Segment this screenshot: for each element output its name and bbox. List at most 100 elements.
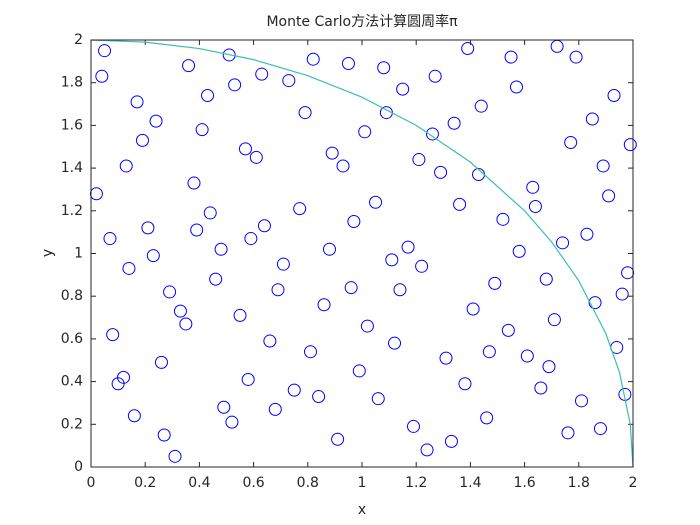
scatter-point: [420, 443, 434, 457]
scatter-point: [401, 240, 415, 254]
scatter-point: [341, 56, 355, 70]
scatter-point: [621, 266, 635, 280]
scatter-point: [201, 89, 215, 103]
scatter-point: [238, 142, 252, 156]
y-tick-label: 1: [74, 246, 83, 262]
scatter-point: [447, 116, 461, 130]
scatter-point: [371, 392, 385, 406]
scatter-point: [482, 345, 496, 359]
scatter-point: [203, 206, 217, 220]
x-tick-label: 1.6: [513, 475, 535, 491]
scatter-point: [268, 402, 282, 416]
scatter-point: [168, 449, 182, 463]
scatter-point: [179, 317, 193, 331]
scatter-point: [352, 364, 366, 378]
y-tick-label: 1.6: [61, 117, 83, 133]
scatter-point: [331, 432, 345, 446]
scatter-point: [282, 74, 296, 88]
scatter-point: [347, 214, 361, 228]
y-tick-label: 1.4: [61, 160, 83, 176]
scatter-point: [257, 219, 271, 233]
scatter-point: [547, 313, 561, 327]
scatter-point: [130, 95, 144, 109]
scatter-point: [154, 355, 168, 369]
scatter-point: [393, 283, 407, 297]
scatter-point: [528, 200, 542, 214]
scatter-point: [103, 232, 117, 246]
scatter-point: [425, 127, 439, 141]
scatter-point: [122, 261, 136, 275]
x-tick-label: 0: [87, 475, 96, 491]
scatter-point: [293, 202, 307, 216]
scatter-point: [539, 272, 553, 286]
scatter-point: [127, 409, 141, 423]
plot-area: [91, 40, 633, 467]
scatter-point: [526, 180, 540, 194]
scatter-point: [615, 287, 629, 301]
scatter-point: [415, 259, 429, 273]
scatter-point: [588, 296, 602, 310]
x-tick-label: 2: [629, 475, 638, 491]
chart-title: Monte Carlo方法计算圆周率π: [266, 13, 458, 30]
scatter-point: [317, 298, 331, 312]
scatter-point: [575, 394, 589, 408]
scatter-point: [187, 176, 201, 190]
axes-box: [90, 39, 634, 468]
scatter-point: [263, 334, 277, 348]
scatter-point: [509, 80, 523, 94]
scatter-point: [222, 48, 236, 62]
scatter-point: [182, 59, 196, 73]
scatter-point: [146, 249, 160, 263]
scatter-point: [358, 125, 372, 139]
scatter-point: [217, 400, 231, 414]
scatter-point: [564, 135, 578, 149]
scatter-point: [444, 434, 458, 448]
scatter-point: [428, 69, 442, 83]
scatter-point: [412, 153, 426, 167]
scatter-point: [111, 377, 125, 391]
scatter-point: [453, 197, 467, 211]
scatter-point: [106, 328, 120, 342]
scatter-point: [233, 308, 247, 322]
y-tick-label: 0.6: [61, 331, 83, 347]
scatter-point: [214, 242, 228, 256]
scatter-point: [244, 232, 258, 246]
scatter-point: [344, 281, 358, 295]
scatter-point: [377, 61, 391, 75]
scatter-point: [195, 123, 209, 137]
scatter-point: [504, 50, 518, 64]
scatter-point: [304, 345, 318, 359]
scatter-point: [336, 159, 350, 173]
scatter-point: [623, 138, 637, 152]
scatter-point: [534, 381, 548, 395]
scatter-point: [306, 52, 320, 66]
scatter-point: [271, 283, 285, 297]
scatter-point: [569, 50, 583, 64]
scatter-point: [369, 195, 383, 209]
scatter-point: [298, 106, 312, 120]
x-tick-label: 1: [358, 475, 367, 491]
x-tick-label: 1.4: [459, 475, 481, 491]
x-tick-label: 0.2: [134, 475, 156, 491]
scatter-point: [135, 133, 149, 147]
y-tick-label: 1.2: [61, 203, 83, 219]
scatter-point: [322, 242, 336, 256]
y-tick-label: 2: [74, 32, 83, 48]
x-tick-label: 0.8: [297, 475, 319, 491]
scatter-point: [542, 360, 556, 374]
scatter-point: [385, 253, 399, 267]
scatter-point: [602, 189, 616, 203]
scatter-point: [190, 223, 204, 237]
scatter-point: [163, 285, 177, 299]
scatter-point: [488, 276, 502, 290]
scatter-point: [556, 236, 570, 250]
x-tick-label: 1.8: [568, 475, 590, 491]
scatter-point: [119, 159, 133, 173]
scatter-point: [406, 419, 420, 433]
scatter-point: [461, 42, 475, 56]
scatter-point: [580, 227, 594, 241]
x-axis-label: x: [358, 502, 366, 518]
scatter-point: [325, 146, 339, 160]
